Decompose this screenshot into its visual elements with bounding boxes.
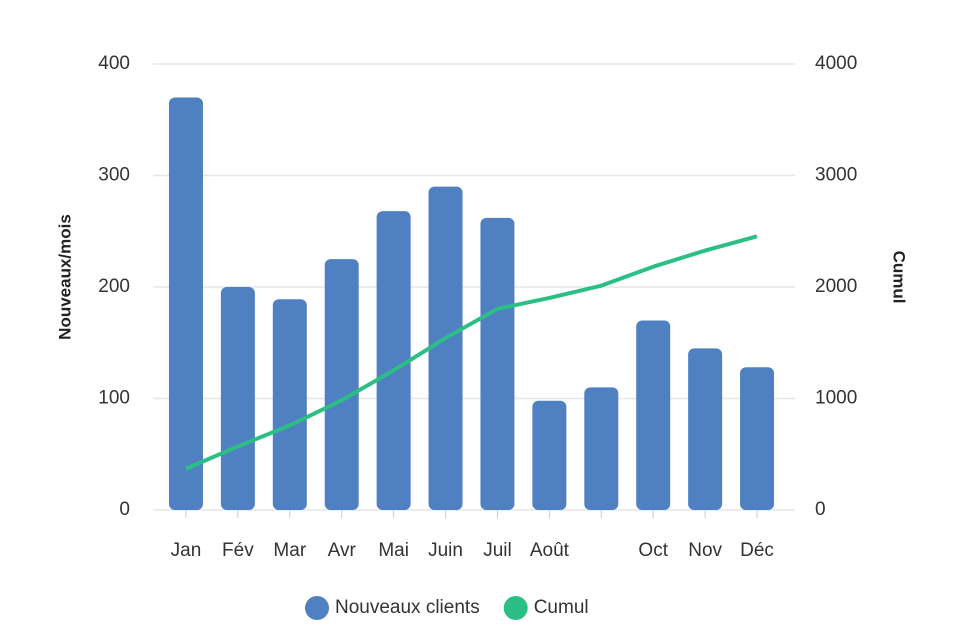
y2-tick-label: 1000 — [815, 388, 857, 409]
y-axis-title: Nouveaux/mois — [55, 214, 74, 340]
x-tick-label: Mai — [378, 540, 409, 561]
bar — [480, 217, 515, 510]
bar — [272, 299, 307, 510]
bar — [584, 387, 619, 510]
bar — [688, 348, 723, 510]
x-tick-label: Août — [530, 540, 570, 561]
y-tick-label: 400 — [98, 53, 130, 74]
legend-label: Nouveaux clients — [335, 597, 480, 618]
x-tick-label: Avr — [328, 540, 357, 561]
bar — [636, 320, 671, 510]
bar — [428, 186, 463, 510]
bar — [324, 259, 359, 510]
y2-axis-title: Cumul — [890, 251, 909, 304]
x-tick-label: Mar — [273, 540, 306, 561]
y2-tick-label: 3000 — [815, 165, 857, 186]
bar — [168, 97, 203, 510]
y2-tick-label: 2000 — [815, 276, 857, 297]
bar — [220, 287, 255, 510]
x-tick-label: Juin — [428, 540, 463, 561]
y-tick-label: 0 — [119, 499, 130, 520]
y-tick-label: 100 — [98, 388, 130, 409]
x-tick-label: Nov — [688, 540, 722, 561]
y2-tick-label: 4000 — [815, 53, 857, 74]
bar — [376, 211, 411, 510]
legend-label: Cumul — [534, 597, 589, 618]
x-tick-label: Juil — [483, 540, 512, 561]
x-tick-label: Déc — [740, 540, 774, 561]
bar — [532, 400, 567, 510]
bar — [740, 367, 775, 510]
y-tick-label: 200 — [98, 276, 130, 297]
y2-tick-label: 0 — [815, 499, 826, 520]
line — [185, 234, 758, 471]
legend-marker — [503, 596, 528, 620]
x-tick-label: Oct — [638, 540, 668, 561]
x-tick-label: Jan — [171, 540, 202, 561]
y-tick-label: 300 — [98, 165, 130, 186]
x-tick-label: Fév — [222, 540, 254, 561]
legend-marker — [305, 596, 329, 620]
